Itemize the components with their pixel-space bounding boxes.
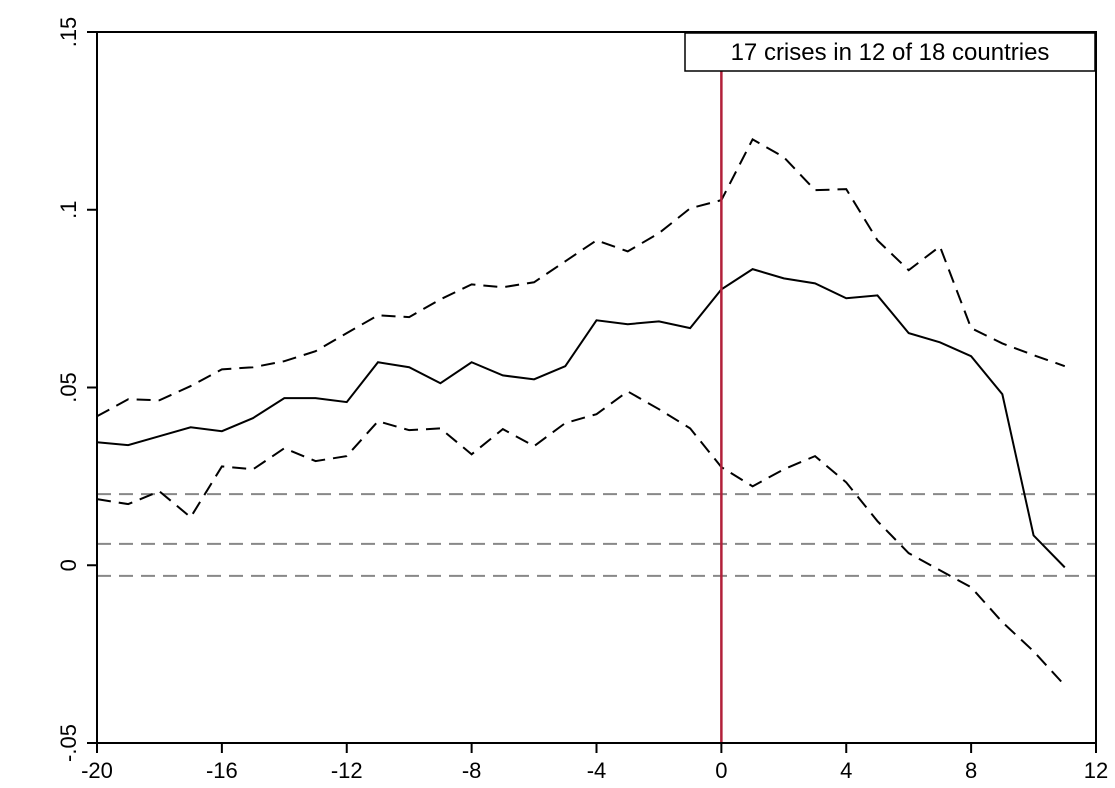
series-line	[96, 268, 1066, 569]
plot-frame	[96, 31, 1097, 744]
x-tick-label: -8	[462, 758, 482, 783]
x-tick-label: 12	[1084, 758, 1108, 783]
x-tick-label: 0	[715, 758, 727, 783]
x-tick-label: 4	[840, 758, 852, 783]
annotation: 17 crises in 12 of 18 countries	[731, 39, 1050, 66]
x-tick-label: -12	[331, 758, 363, 783]
y-tick-label: .05	[56, 372, 81, 403]
x-tick-label: -20	[81, 758, 113, 783]
series-line	[96, 390, 1066, 687]
y-tick-label: .15	[56, 17, 81, 48]
series-line	[96, 137, 1066, 418]
x-tick-label: -4	[587, 758, 607, 783]
y-tick-label: -.05	[56, 724, 81, 762]
y-tick-label: 0	[56, 559, 81, 571]
y-tick-label: .1	[56, 201, 81, 219]
annotation-box	[684, 32, 1096, 72]
x-tick-label: 8	[965, 758, 977, 783]
x-tick-label: -16	[206, 758, 238, 783]
